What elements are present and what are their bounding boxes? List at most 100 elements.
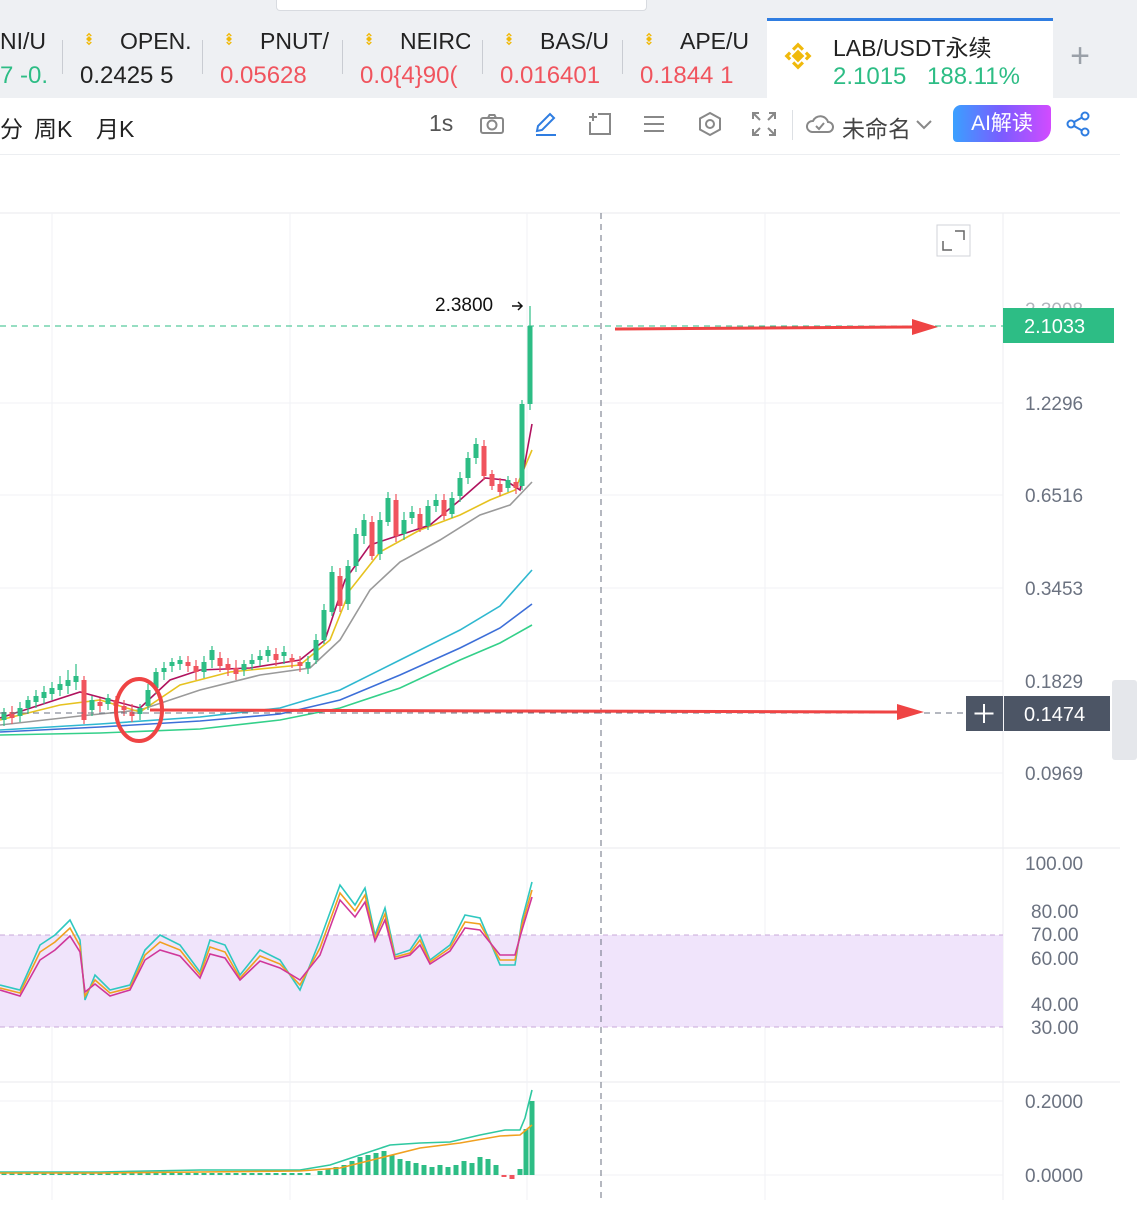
- macd-bar: [65, 1173, 71, 1175]
- candle-body: [297, 662, 303, 666]
- rsi-tick: 80.00: [1031, 902, 1079, 923]
- candle-body: [57, 684, 63, 690]
- chart-canvas[interactable]: 2.3800 2.3098 1.2296 0.6516 0.3453 0.182…: [0, 154, 1120, 1200]
- macd-bar: [413, 1163, 419, 1175]
- candle-body: [313, 640, 319, 660]
- macd-bar: [201, 1173, 207, 1175]
- candle-body: [385, 498, 391, 522]
- chart-toolbar: 分 周K 月K 1s 未命名: [0, 98, 1120, 155]
- pencil-icon[interactable]: [532, 110, 560, 138]
- rsi-line-teal: [0, 881, 533, 1001]
- crosshair-plus-glyph: [974, 704, 994, 723]
- cloud-icon[interactable]: [804, 110, 836, 138]
- interval-week[interactable]: 周K: [34, 116, 73, 142]
- candle-body: [513, 482, 519, 488]
- camera-icon[interactable]: [478, 110, 506, 138]
- active-ticker-change: 188.11%: [927, 63, 1020, 90]
- search-box[interactable]: [276, 0, 647, 11]
- macd-bar: [529, 1101, 535, 1175]
- ticker-name: PNUT/: [260, 28, 329, 54]
- candle-body: [73, 676, 79, 682]
- macd-bar: [225, 1173, 231, 1175]
- ticker-tab-3[interactable]: NEIRC 0.0{4}90(: [350, 18, 480, 98]
- macd-lines: [0, 1089, 533, 1174]
- ticker-value: 0.0{4}90(: [360, 62, 458, 89]
- macd-bar: [73, 1173, 79, 1175]
- add-tab-icon[interactable]: +: [1070, 37, 1090, 75]
- ticker-tab-1[interactable]: OPEN. 0.2425 5: [70, 18, 200, 98]
- add-frame-icon[interactable]: [586, 110, 614, 138]
- macd-tick: 0.2000: [1025, 1092, 1083, 1113]
- rsi-tick: 60.00: [1031, 949, 1079, 970]
- macd-bar: [469, 1163, 475, 1175]
- macd-bar: [1, 1173, 7, 1175]
- ticker-tab-4[interactable]: BAS/U 0.016401: [490, 18, 620, 98]
- ma-line-blue: [0, 603, 533, 733]
- macd-bar: [341, 1165, 347, 1175]
- macd-bar: [217, 1173, 223, 1175]
- price-tick: 0.1829: [1025, 672, 1083, 693]
- vertical-grid: [51, 213, 766, 1200]
- candle-body: [41, 692, 47, 698]
- ticker-value: 7 -0.: [0, 62, 49, 89]
- macd-bar: [105, 1173, 111, 1175]
- macd-bar: [177, 1173, 183, 1175]
- rsi-tick: 40.00: [1031, 995, 1079, 1016]
- macd-bar: [153, 1173, 159, 1175]
- macd-bar: [49, 1173, 55, 1175]
- macd-bar: [33, 1173, 39, 1175]
- speed-selector[interactable]: 1s: [429, 110, 454, 136]
- candle-body: [153, 672, 159, 688]
- candle-body: [457, 478, 463, 496]
- macd-bar: [429, 1167, 435, 1175]
- macd-bar: [265, 1173, 271, 1175]
- ticker-name: NEIRC: [400, 28, 470, 54]
- macd-bar: [437, 1165, 443, 1175]
- ticker-tab-5[interactable]: APE/U 0.1844 1: [630, 18, 760, 98]
- expand-icon[interactable]: [936, 224, 971, 257]
- chevron-down-icon[interactable]: [914, 114, 934, 134]
- candle-body: [25, 700, 31, 708]
- ticker-name: OPEN.: [120, 28, 190, 54]
- price-tick: 0.6516: [1025, 486, 1083, 507]
- fullscreen-icon[interactable]: [750, 110, 778, 138]
- candle-body: [169, 662, 175, 666]
- side-panel-handle[interactable]: [1112, 680, 1137, 760]
- last-price-tag: [1003, 308, 1114, 343]
- macd-bar: [9, 1173, 15, 1175]
- chart-area[interactable]: 2.3800 2.3098 1.2296 0.6516 0.3453 0.182…: [0, 154, 1120, 1200]
- share-icon[interactable]: [1064, 110, 1092, 138]
- ticker-tab-0[interactable]: NI/U 7 -0.: [0, 18, 62, 98]
- macd-bar: [357, 1157, 363, 1175]
- tab-divider: [482, 40, 483, 74]
- candle-body: [433, 500, 439, 506]
- macd-bar: [25, 1173, 31, 1175]
- candle-body: [473, 444, 479, 458]
- candle-body: [33, 696, 39, 702]
- macd-bar: [461, 1161, 467, 1175]
- ai-analysis-button[interactable]: AI解读: [953, 105, 1051, 142]
- candle-body: [201, 662, 207, 672]
- ticker-tab-active[interactable]: LAB/USDT永续 2.1015 188.11%: [767, 18, 1053, 98]
- macd-bar: [445, 1167, 451, 1175]
- candle-body: [81, 680, 87, 720]
- candle-body: [97, 702, 103, 706]
- candle-body: [257, 656, 263, 660]
- candle-body: [497, 484, 503, 492]
- list-icon[interactable]: [640, 110, 668, 138]
- settings-hex-icon[interactable]: [696, 110, 724, 138]
- candle-body: [137, 708, 143, 714]
- toolbar-divider: [792, 110, 793, 140]
- layout-name[interactable]: 未命名: [842, 116, 911, 142]
- interval-month[interactable]: 月K: [96, 116, 135, 142]
- macd-bar: [113, 1173, 119, 1175]
- ticker-tab-2[interactable]: PNUT/ 0.05628: [210, 18, 340, 98]
- candle-body: [305, 662, 311, 668]
- macd-bar: [493, 1165, 499, 1175]
- interval-minute[interactable]: 分: [0, 116, 23, 142]
- macd-bar: [405, 1161, 411, 1175]
- candle-body: [233, 668, 239, 674]
- macd-bar: [161, 1173, 167, 1175]
- candle-body: [505, 480, 511, 488]
- binance-icon: [226, 32, 232, 46]
